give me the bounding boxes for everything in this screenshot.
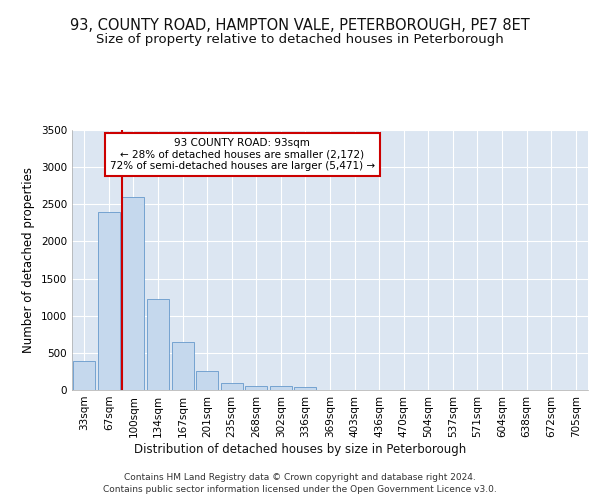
Text: Contains HM Land Registry data © Crown copyright and database right 2024.: Contains HM Land Registry data © Crown c… bbox=[124, 472, 476, 482]
Text: Contains public sector information licensed under the Open Government Licence v3: Contains public sector information licen… bbox=[103, 485, 497, 494]
Bar bbox=[147, 298, 169, 390]
Text: Size of property relative to detached houses in Peterborough: Size of property relative to detached ho… bbox=[96, 32, 504, 46]
Text: 93 COUNTY ROAD: 93sqm
← 28% of detached houses are smaller (2,172)
72% of semi-d: 93 COUNTY ROAD: 93sqm ← 28% of detached … bbox=[110, 138, 375, 171]
Text: Distribution of detached houses by size in Peterborough: Distribution of detached houses by size … bbox=[134, 442, 466, 456]
Bar bbox=[196, 370, 218, 390]
Bar bbox=[295, 387, 316, 390]
Bar bbox=[245, 386, 268, 390]
Bar bbox=[270, 386, 292, 390]
Bar bbox=[98, 212, 120, 390]
Text: 93, COUNTY ROAD, HAMPTON VALE, PETERBOROUGH, PE7 8ET: 93, COUNTY ROAD, HAMPTON VALE, PETERBORO… bbox=[70, 18, 530, 32]
Bar bbox=[172, 342, 194, 390]
Bar bbox=[122, 197, 145, 390]
Bar bbox=[73, 361, 95, 390]
Bar bbox=[221, 382, 243, 390]
Y-axis label: Number of detached properties: Number of detached properties bbox=[22, 167, 35, 353]
